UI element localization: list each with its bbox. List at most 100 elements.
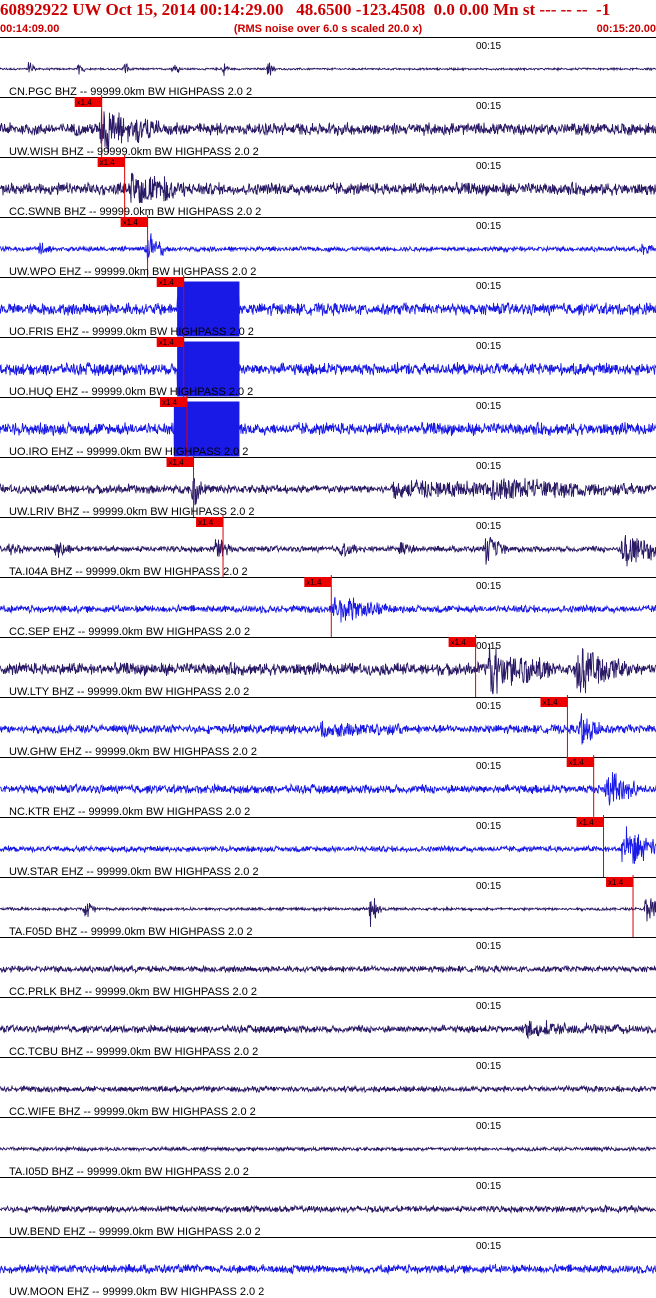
channel-row-18: 00:15 TA.I05D BHZ -- 99999.0km BW HIGHPAS…: [0, 1117, 656, 1178]
time-tick-label: 00:15: [476, 941, 501, 952]
pick-marker-box: [97, 157, 125, 167]
channel-label: UW.BEND EHZ -- 99999.0km BW HIGHPASS 2.0…: [9, 1226, 261, 1238]
pick-marker-label: x1.4: [451, 638, 467, 647]
waveform-trace: [0, 233, 656, 262]
rms-note-label: (RMS noise over 6.0 s scaled 20.0 x): [233, 23, 423, 35]
channel-row-16: 00:15 CC.TCBU BHZ -- 99999.0km BW HIGHPAS…: [0, 997, 656, 1058]
waveform-trace: [0, 1145, 656, 1153]
saturated-signal: [173, 401, 240, 457]
pick-marker-box: [159, 397, 187, 407]
channel-row-1: 00:15 x1.4 UW.WISH BHZ -- 99999.0km BW HIG…: [0, 95, 656, 158]
waveform-trace: [0, 401, 656, 457]
pick-marker-label: x1.4: [159, 278, 175, 287]
channel-row-11: 00:15 x1.4 UW.GHW EHZ -- 99999.0km BW HIGH…: [0, 695, 656, 758]
time-tick-label: 00:15: [476, 581, 501, 592]
waveform-trace: [0, 534, 656, 567]
waveform-trace: [0, 110, 656, 154]
waveform-trace: [0, 342, 656, 396]
waveform-trace: [0, 282, 656, 337]
channel-row-2: 00:15 x1.4 CC.SWNB BHZ -- 99999.0km BW HIG…: [0, 155, 656, 218]
saturated-signal: [177, 281, 240, 337]
pick-marker-label: x1.4: [542, 698, 558, 707]
channel-label: UW.LTY BHZ -- 99999.0km BW HIGHPASS 2.0 …: [9, 686, 249, 698]
pick-marker-box: [196, 517, 224, 527]
pick-marker-box: [566, 757, 594, 767]
pick-marker-box: [166, 457, 194, 467]
channel-row-13: 00:15 x1.4 UW.STAR EHZ -- 99999.0km BW HIG…: [0, 815, 656, 878]
waveform-trace: [0, 477, 656, 506]
time-tick-label: 00:15: [476, 221, 501, 232]
pick-marker-label: x1.4: [306, 578, 322, 587]
channel-row-15: 00:15 CC.PRLK BHZ -- 99999.0km BW HIGHPAS…: [0, 937, 656, 998]
channel-label: TA.I04A BHZ -- 99999.0km BW HIGHPASS 2.0…: [9, 566, 248, 578]
channel-label: UW.STAR EHZ -- 99999.0km BW HIGHPASS 2.0…: [9, 866, 259, 878]
time-tick-label: 00:15: [476, 1181, 501, 1192]
pick-marker-box: [540, 697, 568, 707]
end-time-label: 00:15:20.00: [596, 23, 656, 35]
channel-label: CC.SWNB BHZ -- 99999.0km BW HIGHPASS 2.0…: [9, 206, 261, 218]
channel-label: UO.FRIS EHZ -- 99999.0km BW HIGHPASS 2.0…: [9, 326, 254, 338]
time-tick-label: 00:15: [476, 161, 501, 172]
time-tick-label: 00:15: [476, 401, 501, 412]
start-time-label: 00:14:09.00: [0, 23, 60, 35]
seismogram-plot: 00:15 CN.PGC BHZ -- 99999.0km BW HIGHPASS…: [0, 37, 656, 1298]
channel-label: UW.LRIV BHZ -- 99999.0km BW HIGHPASS 2.0…: [9, 506, 255, 518]
channel-row-8: 00:15 x1.4 TA.I04A BHZ -- 99999.0km BW HIG…: [0, 515, 656, 578]
pick-marker-label: x1.4: [579, 818, 595, 827]
channel-label: UO.HUQ EHZ -- 99999.0km BW HIGHPASS 2.0 …: [9, 386, 253, 398]
channel-label: NC.KTR EHZ -- 99999.0km BW HIGHPASS 2.0 …: [9, 806, 250, 818]
channel-label: UW.GHW EHZ -- 99999.0km BW HIGHPASS 2.0 …: [9, 746, 257, 758]
channel-label: UO.IRO EHZ -- 99999.0km BW HIGHPASS 2.0 …: [9, 446, 248, 458]
time-tick-label: 00:15: [476, 461, 501, 472]
time-tick-label: 00:15: [476, 281, 501, 292]
channel-label: CC.WIFE BHZ -- 99999.0km BW HIGHPASS 2.0…: [9, 1106, 256, 1118]
pick-marker-label: x1.4: [100, 158, 116, 167]
pick-marker-label: x1.4: [162, 398, 178, 407]
header-time-row: 00:14:09.00 (RMS noise over 6.0 s scaled…: [0, 22, 656, 36]
channel-label: TA.I05D BHZ -- 99999.0km BW HIGHPASS 2.0…: [9, 1166, 249, 1178]
channel-row-5: 00:15 x1.4 UO.HUQ EHZ -- 99999.0km BW HIGH…: [0, 335, 656, 398]
pick-marker-label: x1.4: [569, 758, 585, 767]
pick-marker-label: x1.4: [198, 518, 214, 527]
time-tick-label: 00:15: [476, 701, 501, 712]
channel-label: TA.F05D BHZ -- 99999.0km BW HIGHPASS 2.0…: [9, 926, 253, 938]
waveform-trace: [0, 898, 656, 928]
time-tick-label: 00:15: [476, 41, 501, 52]
channel-label: CC.TCBU BHZ -- 99999.0km BW HIGHPASS 2.0…: [9, 1046, 258, 1058]
time-tick-label: 00:15: [476, 1121, 501, 1132]
waveform-trace: [0, 1083, 656, 1094]
channel-label: CC.SEP EHZ -- 99999.0km BW HIGHPASS 2.0 …: [9, 626, 250, 638]
pick-marker-box: [120, 217, 148, 227]
pick-marker-label: x1.4: [123, 218, 139, 227]
pick-marker-box: [304, 577, 332, 587]
time-tick-label: 00:15: [476, 1061, 501, 1072]
time-tick-label: 00:15: [476, 821, 501, 832]
time-tick-label: 00:15: [476, 881, 501, 892]
channel-label: UW.MOON EHZ -- 99999.0km BW HIGHPASS 2.0…: [9, 1286, 264, 1298]
waveform-trace: [0, 172, 656, 204]
time-tick-label: 00:15: [476, 641, 501, 652]
waveform-trace: [0, 643, 656, 695]
pick-marker-label: x1.4: [77, 98, 93, 107]
channel-label: CC.PRLK BHZ -- 99999.0km BW HIGHPASS 2.0…: [9, 986, 257, 998]
channel-row-7: 00:15 x1.4 UW.LRIV BHZ -- 99999.0km BW HIG…: [0, 455, 656, 518]
pick-marker-box: [156, 277, 184, 287]
channel-row-20: 00:15 UW.MOON EHZ -- 99999.0km BW HIGHPAS…: [0, 1237, 656, 1298]
pick-marker-label: x1.4: [608, 878, 624, 887]
saturated-signal: [177, 341, 240, 397]
channel-row-3: 00:15 x1.4 UW.WPO EHZ -- 99999.0km BW HIGH…: [0, 215, 656, 278]
channel-row-9: 00:15 x1.4 CC.SEP EHZ -- 99999.0km BW HIGH…: [0, 575, 656, 638]
time-tick-label: 00:15: [476, 1241, 501, 1252]
channel-row-6: 00:15 x1.4 UO.IRO EHZ -- 99999.0km BW HIGH…: [0, 395, 656, 458]
time-tick-label: 00:15: [476, 1001, 501, 1012]
pick-marker-label: x1.4: [169, 458, 185, 467]
pick-marker-box: [156, 337, 184, 347]
channel-row-19: 00:15 UW.BEND EHZ -- 99999.0km BW HIGHPAS…: [0, 1177, 656, 1238]
channel-row-4: 00:15 x1.4 UO.FRIS EHZ -- 99999.0km BW HIG…: [0, 275, 656, 338]
time-tick-label: 00:15: [476, 101, 501, 112]
channel-row-17: 00:15 CC.WIFE BHZ -- 99999.0km BW HIGHPAS…: [0, 1057, 656, 1118]
pick-marker-box: [74, 97, 102, 107]
waveform-trace: [0, 62, 656, 76]
waveform-trace: [0, 772, 656, 806]
channel-row-12: 00:15 x1.4 NC.KTR EHZ -- 99999.0km BW HIGH…: [0, 755, 656, 818]
